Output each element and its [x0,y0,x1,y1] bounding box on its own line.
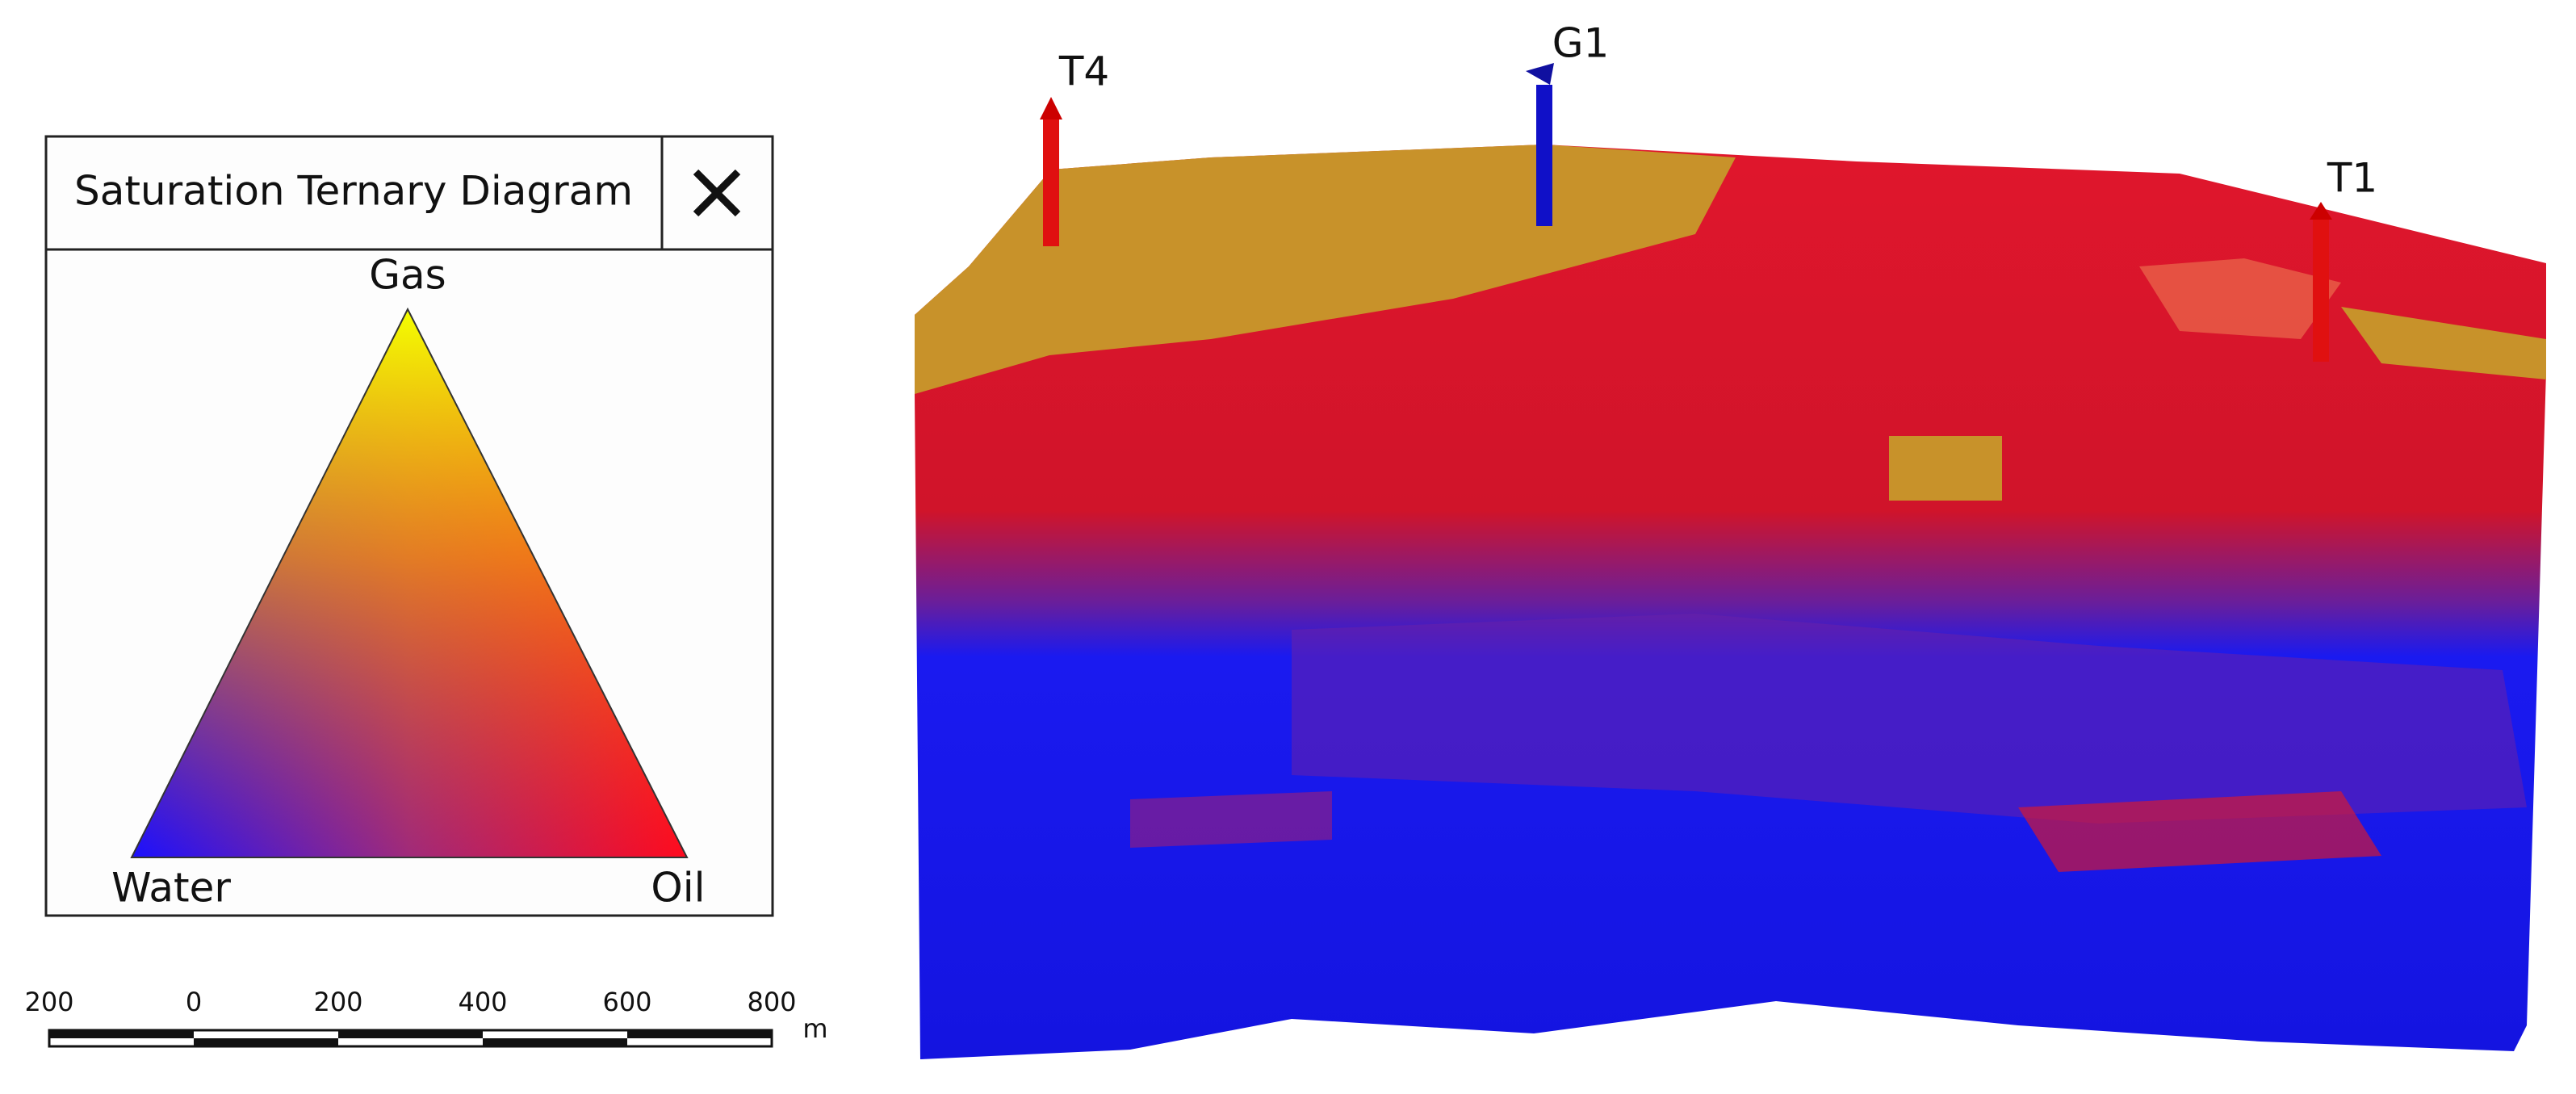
scale-bar: 200 0 200 400 600 800 m [24,987,828,1048]
scale-label: 200 [24,987,73,1017]
reservoir-model [915,145,2546,1059]
well [1536,85,1552,226]
gas-zone [1889,436,2002,501]
mixed-patch [1130,791,1332,848]
scale-segment [194,1038,338,1046]
scale-labels: 200 0 200 400 600 800 [24,987,796,1017]
scale-segment [483,1038,627,1046]
well [1043,117,1059,246]
vertex-label: Oil [651,865,705,912]
wells: T4 G1 T1 [1040,20,2377,362]
scale-label: 0 [186,987,202,1017]
gas-zone [915,145,1736,394]
well [2313,218,2329,362]
well-head [1040,97,1062,119]
vertex-label: Water [111,865,231,912]
scale-segment [49,1030,194,1038]
scale-label: 200 [313,987,362,1017]
mixed-zone [1292,614,2527,824]
well-label: T4 [1058,48,1109,95]
scale-segment [338,1030,483,1038]
vertex-label: Gas [369,252,446,299]
ternary-overlay [130,307,689,858]
legend-panel: Saturation Ternary Diagram Gas Water Oil [44,135,774,917]
well-label: T1 [2327,155,2377,202]
scale-segment [627,1030,772,1038]
scale-label: 400 [458,987,507,1017]
scale-label: 600 [602,987,651,1017]
close-button[interactable] [664,138,771,248]
legend-title: Saturation Ternary Diagram [74,168,633,215]
well-head [1526,63,1554,85]
close-icon[interactable] [693,169,741,217]
patch [2139,258,2341,339]
well-head [2310,202,2332,220]
well-label: G1 [1552,20,1610,67]
gas-zone [2341,307,2546,379]
oil-patch [2018,791,2381,872]
scale-label: 800 [747,987,796,1017]
scale-unit: m [802,1013,827,1044]
